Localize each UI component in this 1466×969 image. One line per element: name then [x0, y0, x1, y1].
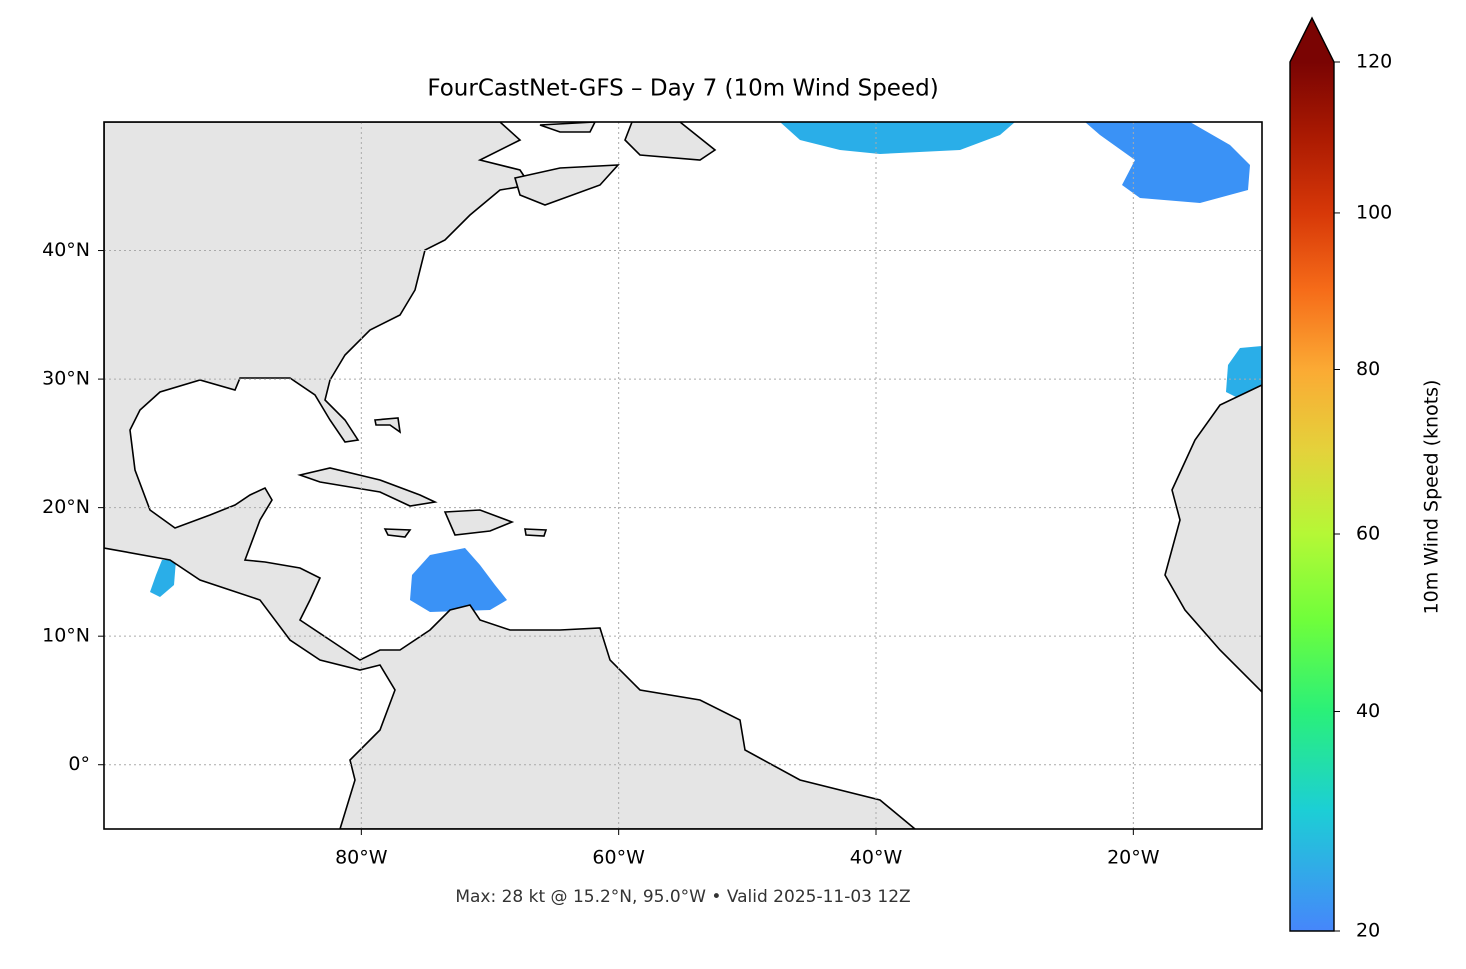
y-tick-label: 0°	[68, 753, 90, 775]
colorbar-tick-label: 60	[1356, 523, 1380, 545]
x-tick-label: 60°W	[592, 847, 645, 869]
colorbar-tick-label: 80	[1356, 358, 1380, 380]
x-tick-label: 40°W	[850, 847, 903, 869]
wind-field	[150, 122, 1262, 612]
colorbar-extend	[1290, 18, 1334, 62]
x-tick-label: 80°W	[335, 847, 388, 869]
y-tick-label: 20°N	[42, 496, 90, 518]
grid	[104, 122, 1262, 829]
colorbar: 10m Wind Speed (knots) 20 40 60 80 100 120	[1289, 16, 1443, 942]
colorbar-scale	[1290, 62, 1334, 931]
y-tick-label: 40°N	[42, 239, 90, 261]
colorbar-frame	[1289, 16, 1335, 932]
colorbar-label: 10m Wind Speed (knots)	[1421, 380, 1443, 615]
chart-title: FourCastNet-GFS – Day 7 (10m Wind Speed)	[427, 76, 938, 102]
y-tick-label: 10°N	[42, 625, 90, 647]
colorbar-tick-label: 100	[1356, 201, 1392, 223]
colorbar-tick-label: 20	[1356, 920, 1380, 942]
y-tick-label: 30°N	[42, 368, 90, 390]
x-tick-label: 20°W	[1107, 847, 1160, 869]
land	[104, 122, 1262, 829]
colorbar-tick-label: 120	[1356, 51, 1392, 73]
map	[104, 122, 1262, 829]
annotation: Max: 28 kt @ 15.2°N, 95.0°W • Valid 2025…	[455, 887, 910, 907]
colorbar-tick-label: 40	[1356, 700, 1380, 722]
map-frame	[103, 121, 1263, 830]
